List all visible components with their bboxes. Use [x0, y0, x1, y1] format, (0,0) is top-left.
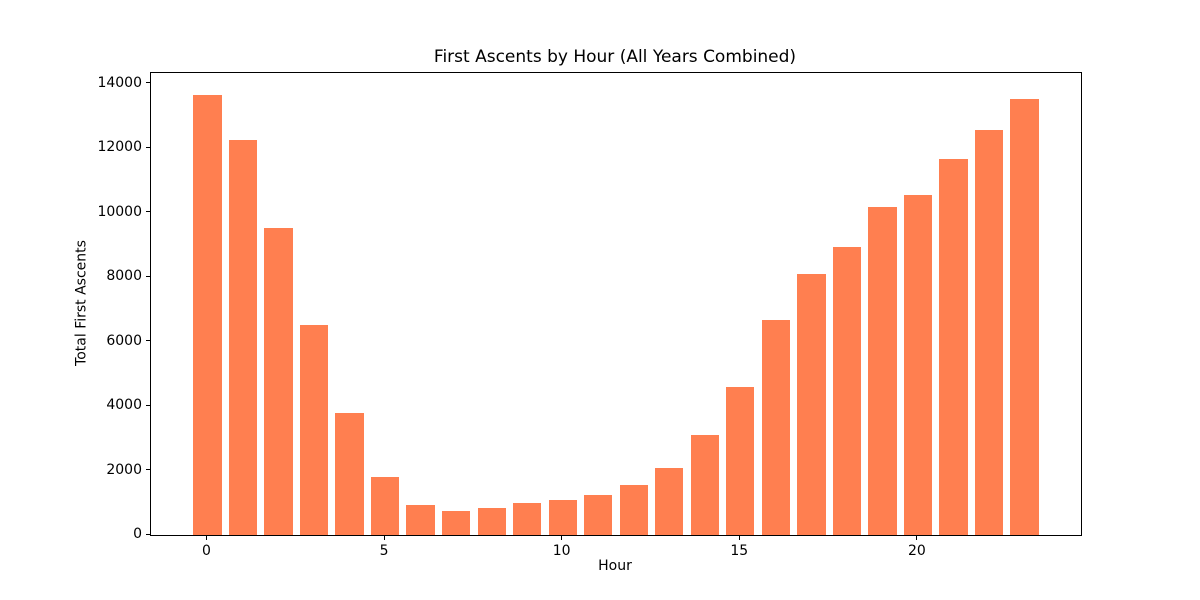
y-tick-mark: [146, 469, 150, 470]
y-tick-label: 6000: [106, 332, 142, 349]
y-tick-mark: [146, 340, 150, 342]
bar-hour-23: [1010, 99, 1039, 535]
y-tick-mark: [146, 146, 150, 148]
y-tick-mark: [146, 82, 150, 84]
y-tick-mark: [146, 211, 150, 213]
x-tick-mark: [916, 536, 918, 540]
x-tick-label: 15: [730, 543, 749, 559]
bar-hour-5: [370, 477, 400, 535]
bar-hour-15: [726, 387, 755, 535]
x-tick-mark: [383, 536, 385, 540]
x-tick-mark: [206, 536, 207, 540]
y-tick-label: 0: [133, 526, 142, 542]
x-tick-label: 5: [379, 543, 389, 559]
chart-title: First Ascents by Hour (All Years Combine…: [433, 47, 797, 67]
y-tick-mark: [146, 404, 150, 406]
bar-hour-4: [335, 412, 364, 535]
x-tick-label: 20: [907, 543, 926, 559]
bar-hour-14: [690, 434, 719, 535]
y-tick-label: 4000: [106, 397, 142, 413]
bar-hour-6: [406, 504, 435, 535]
bar-hour-7: [441, 510, 471, 535]
bar-hour-22: [974, 130, 1004, 535]
bar-hour-12: [619, 485, 648, 535]
bar-hour-3: [299, 324, 329, 535]
bar-hour-1: [228, 140, 258, 535]
bar-hour-0: [193, 94, 222, 535]
y-tick-label: 10000: [97, 203, 142, 220]
y-tick-label: 8000: [106, 268, 142, 285]
x-tick-mark: [561, 536, 563, 540]
y-tick-label: 2000: [106, 461, 142, 478]
bar-hour-13: [655, 467, 684, 535]
bar-hour-17: [797, 273, 826, 535]
bar-hour-11: [584, 494, 613, 535]
x-tick-label: 0: [202, 543, 211, 559]
y-tick-mark: [146, 533, 150, 535]
x-tick-mark: [738, 536, 740, 540]
y-tick-label: 12000: [97, 139, 142, 156]
bar-hour-20: [903, 194, 933, 535]
bar-hour-18: [832, 246, 862, 535]
y-tick-mark: [146, 275, 150, 277]
bar-hour-21: [939, 159, 968, 535]
bar-hour-9: [513, 502, 542, 535]
bar-hour-16: [761, 320, 790, 535]
bar-hour-10: [548, 499, 577, 535]
bar-hour-19: [868, 207, 897, 535]
bar-hour-8: [477, 507, 506, 535]
x-axis-label: Hour: [598, 558, 632, 574]
x-tick-label: 10: [552, 543, 571, 559]
y-tick-label: 14000: [97, 74, 142, 91]
plot-area: [150, 72, 1082, 536]
bar-hour-2: [264, 227, 293, 535]
